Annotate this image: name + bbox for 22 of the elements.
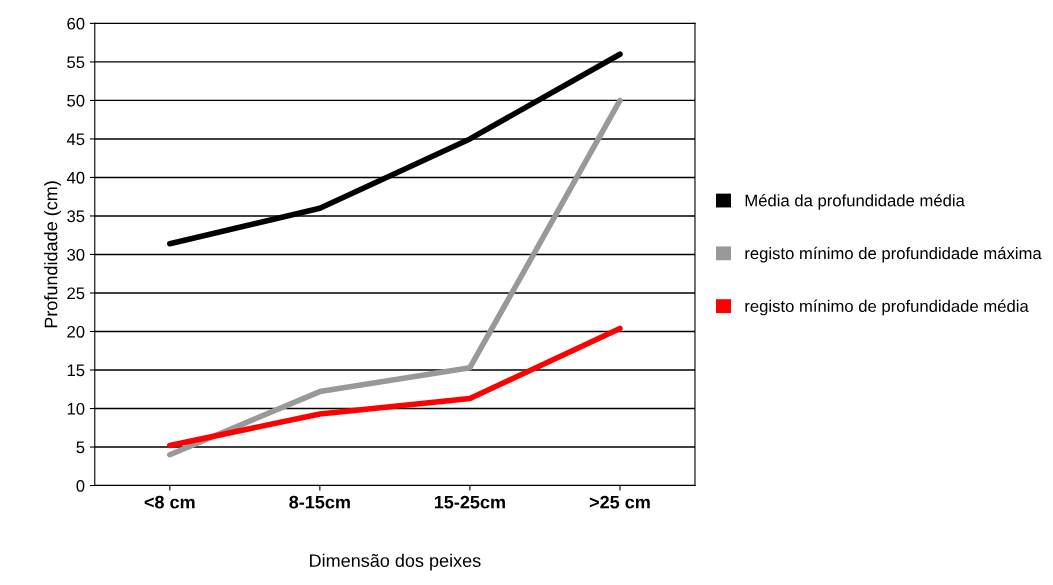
y-tick-label: 10 <box>67 402 85 415</box>
x-tick-label: >25 cm <box>589 495 650 509</box>
legend-label: registo mínimo de profundidade média <box>745 299 1029 316</box>
y-tick-label: 45 <box>66 133 85 146</box>
y-tick-label: 35 <box>67 210 85 223</box>
y-tick-label: 40 <box>66 171 85 184</box>
x-tick-label: 8-15cm <box>289 495 350 509</box>
legend-label: Média da profundidade média <box>745 194 965 210</box>
x-tick-label: <8 cm <box>144 495 195 509</box>
y-tick-label: 15 <box>67 364 85 377</box>
y-tick-label: 0 <box>76 479 85 492</box>
y-tick-label: 25 <box>67 287 85 300</box>
y-tick-label: 50 <box>67 94 85 107</box>
legend-label: registo mínimo de profundidade máxima <box>745 246 1042 263</box>
y-tick-label: 5 <box>76 441 85 454</box>
x-axis-title: Dimensão dos peixes <box>310 553 481 571</box>
y-tick-label: 55 <box>67 56 85 69</box>
y-tick-label: 60 <box>67 17 85 30</box>
x-tick-label: 15-25cm <box>434 495 505 509</box>
y-tick-label: 30 <box>67 248 85 261</box>
y-axis-title: Profundidade (cm) <box>44 181 61 328</box>
y-tick-label: 20 <box>67 325 85 338</box>
